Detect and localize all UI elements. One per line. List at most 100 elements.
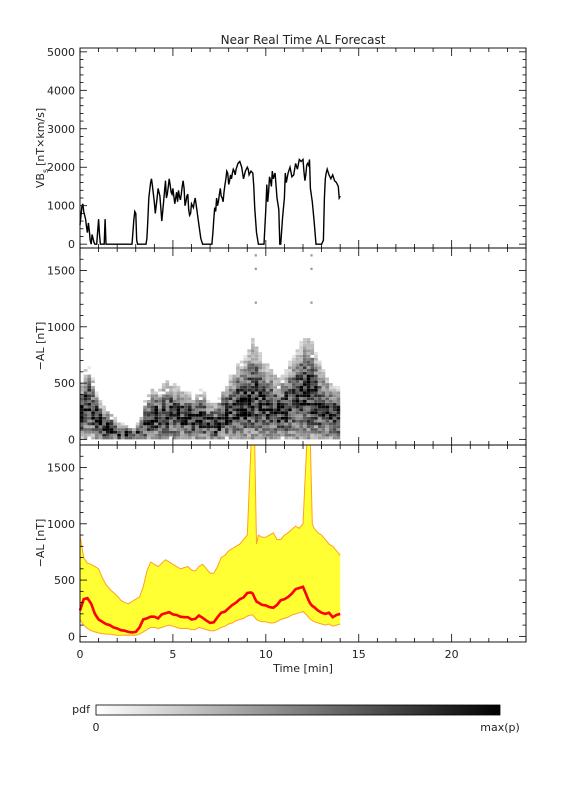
pdf-cell: [106, 414, 110, 417]
pdf-cell: [80, 400, 84, 403]
pdf-cell: [94, 405, 99, 409]
pdf-cell: [198, 408, 203, 412]
pdf-cell: [273, 419, 277, 423]
pdf-cell: [236, 377, 240, 381]
pdf-cell: [217, 397, 222, 400]
pdf-cell: [306, 391, 311, 395]
pdf-cell: [228, 414, 233, 417]
pdf-cell: [325, 408, 329, 412]
pdf-cell: [269, 422, 274, 426]
pdf-cell: [117, 425, 121, 429]
pdf-cell: [213, 425, 218, 429]
pdf-cell: [202, 391, 207, 395]
pdf-cell: [288, 383, 292, 386]
pdf-cell: [251, 338, 255, 341]
pdf-cell: [321, 371, 326, 375]
pdf-cell: [325, 400, 329, 403]
pdf-cell: [314, 397, 318, 400]
pdf-cell: [247, 360, 251, 364]
pdf-cell: [269, 394, 274, 398]
pdf-cell: [269, 433, 274, 437]
pdf-cell: [169, 402, 173, 406]
pdf-cell: [258, 416, 263, 420]
pdf-cell: [91, 436, 95, 440]
pdf-cell: [154, 416, 158, 420]
pdf-cell: [221, 408, 225, 412]
pdf-cell: [195, 402, 199, 406]
pdf-cell: [117, 430, 121, 434]
pdf-cell: [213, 411, 218, 414]
panel-al-forecast-ytick-label: 1000: [47, 518, 75, 531]
pdf-cell: [243, 405, 248, 409]
pdf-cell: [202, 397, 207, 400]
pdf-cell: [150, 428, 155, 431]
pdf-cell: [94, 422, 99, 426]
pdf-cell: [80, 428, 84, 431]
pdf-cell: [306, 369, 311, 372]
pdf-cell: [325, 391, 329, 395]
pdf-cell: [258, 352, 263, 355]
pdf-cell: [187, 416, 192, 420]
pdf-cell: [273, 388, 277, 392]
pdf-cell: [228, 380, 233, 384]
pdf-cell: [258, 402, 263, 406]
pdf-cell: [87, 394, 92, 398]
pdf-cell: [332, 385, 337, 389]
pdf-cell: [109, 419, 114, 423]
pdf-cell: [243, 414, 248, 417]
pdf-cell: [191, 430, 196, 434]
pdf-cell: [150, 388, 155, 392]
pdf-cell: [94, 428, 99, 431]
pdf-cell: [243, 422, 248, 426]
pdf-cell: [265, 366, 270, 369]
pdf-cell: [202, 436, 207, 440]
pdf-cell: [254, 408, 259, 412]
pdf-cell: [299, 436, 303, 440]
pdf-cell: [169, 425, 173, 429]
pdf-cell: [202, 419, 207, 423]
pdf-cell: [236, 414, 240, 417]
pdf-cell: [158, 414, 162, 417]
pdf-cell: [120, 425, 125, 429]
pdf-cell: [336, 419, 341, 423]
pdf-cell: [291, 366, 296, 369]
pdf-cell: [269, 369, 274, 372]
pdf-cell: [187, 430, 192, 434]
pdf-cell: [191, 422, 196, 426]
pdf-cell: [198, 394, 203, 398]
pdf-cell: [165, 383, 170, 386]
pdf-cell: [243, 357, 248, 361]
pdf-cell: [98, 428, 103, 431]
pdf-cell: [262, 380, 266, 384]
pdf-cell: [106, 436, 110, 440]
pdf-cell: [195, 411, 199, 414]
pdf-cell: [232, 377, 237, 381]
pdf-cell: [102, 414, 106, 417]
pdf-cell: [291, 354, 296, 358]
pdf-cell: [265, 436, 270, 440]
pdf-cell: [265, 433, 270, 437]
pdf-cell: [135, 422, 140, 426]
pdf-cell: [210, 419, 214, 423]
pdf-cell: [329, 385, 333, 389]
pdf-cell: [80, 433, 84, 437]
pdf-cell: [83, 411, 88, 414]
pdf-cell: [106, 428, 110, 431]
pdf-cell: [310, 366, 315, 369]
pdf-cell: [158, 394, 162, 398]
pdf-cell: [187, 414, 192, 417]
pdf-cell: [332, 433, 337, 437]
pdf-cell: [225, 400, 229, 403]
pdf-cell: [217, 428, 222, 431]
pdf-cell: [198, 425, 203, 429]
pdf-cell: [251, 425, 255, 429]
pdf-cell: [273, 383, 277, 386]
panel-al-pdf-ytick-label: 500: [54, 377, 75, 390]
pdf-cell: [269, 371, 274, 375]
pdf-cell: [310, 343, 315, 347]
pdf-cell: [247, 377, 251, 381]
pdf-cell: [295, 436, 300, 440]
colorbar-min-label: 0: [93, 721, 100, 734]
pdf-cell: [284, 385, 289, 389]
pdf-cell: [306, 360, 311, 364]
